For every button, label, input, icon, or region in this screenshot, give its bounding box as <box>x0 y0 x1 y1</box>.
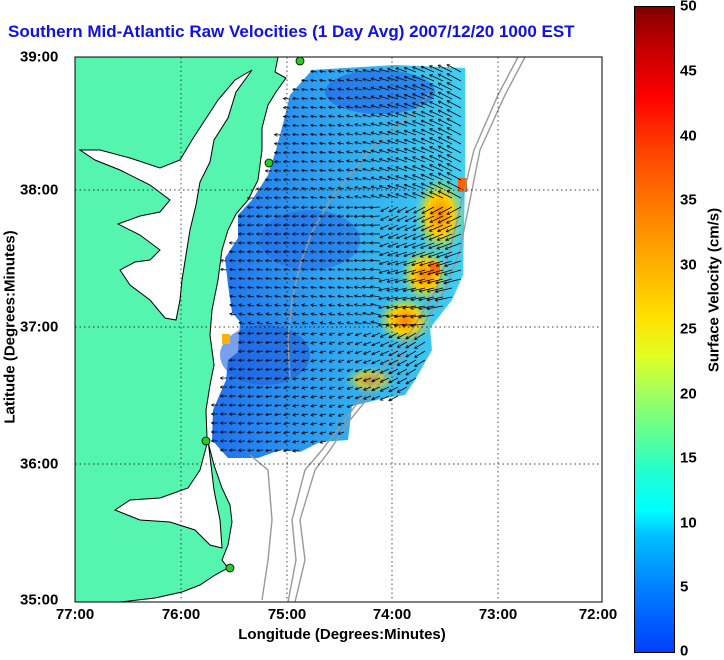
hot-cell-3 <box>222 334 230 344</box>
colorbar-label: Surface Velocity (cm/s) <box>706 208 723 372</box>
velocity-arrow <box>248 207 254 208</box>
velocity-arrow <box>293 207 299 208</box>
velocity-arrow <box>248 333 254 334</box>
velocity-arrow <box>248 369 254 370</box>
velocity-arrow <box>248 450 254 451</box>
velocity-arrow <box>320 207 326 208</box>
colorbar-tick: 30 <box>680 257 697 274</box>
colorbar-tick: 35 <box>680 192 697 209</box>
lat-tick: 37:00 <box>20 319 58 336</box>
velocity-arrow <box>329 207 335 208</box>
station-marker <box>226 564 234 572</box>
lon-tick: 76:00 <box>162 606 200 623</box>
velocity-arrow <box>248 342 254 343</box>
lat-tick: 36:00 <box>20 456 58 473</box>
velocity-arrow <box>248 351 254 352</box>
fast-zone-southeast <box>377 295 433 345</box>
colorbar-tick: 0 <box>680 643 688 660</box>
fast-zone-south-edge <box>344 366 396 394</box>
velocity-arrow <box>302 207 308 208</box>
colorbar-tick: 15 <box>680 450 697 467</box>
station-marker <box>265 159 273 167</box>
velocity-arrow <box>248 414 254 415</box>
lon-tick: 75:00 <box>268 606 306 623</box>
x-axis-label: Longitude (Degrees:Minutes) <box>238 626 446 643</box>
colorbar-tick: 20 <box>680 386 697 403</box>
lat-tick: 38:00 <box>20 182 58 199</box>
colorbar-tick: 25 <box>680 321 697 338</box>
station-marker <box>202 437 210 445</box>
colorbar-tick: 5 <box>680 579 688 596</box>
lat-tick: 35:00 <box>20 592 58 609</box>
velocity-arrow <box>248 387 254 388</box>
slow-core-south <box>220 325 310 385</box>
lat-tick: 39:00 <box>20 49 58 66</box>
colorbar-tick: 50 <box>680 0 697 15</box>
station-marker <box>296 57 304 65</box>
velocity-arrow <box>371 216 380 217</box>
colorbar-tick: 40 <box>680 128 697 145</box>
velocity-arrow <box>248 441 254 442</box>
velocity-arrow <box>284 207 290 208</box>
colorbar-tick: 10 <box>680 515 697 532</box>
velocity-arrow <box>248 360 254 361</box>
velocity-arrow <box>311 207 317 208</box>
velocity-arrow <box>355 261 362 262</box>
lon-tick: 72:00 <box>579 606 617 623</box>
velocity-arrow <box>338 207 344 208</box>
velocity-arrow <box>275 207 281 208</box>
lon-tick: 74:00 <box>373 606 411 623</box>
velocity-arrow <box>347 207 353 208</box>
velocity-arrow <box>248 378 254 379</box>
velocity-arrow <box>257 207 263 208</box>
lon-tick: 77:00 <box>56 606 94 623</box>
colorbar-tick: 45 <box>680 63 697 80</box>
velocity-arrow <box>248 423 254 424</box>
y-axis-label: Latitude (Degrees:Minutes) <box>2 230 19 423</box>
velocity-arrow <box>248 405 254 406</box>
velocity-arrow <box>248 396 254 397</box>
lon-tick: 73:00 <box>479 606 517 623</box>
velocity-arrow <box>266 207 272 208</box>
velocity-arrow <box>248 432 254 433</box>
colorbar <box>634 6 675 653</box>
